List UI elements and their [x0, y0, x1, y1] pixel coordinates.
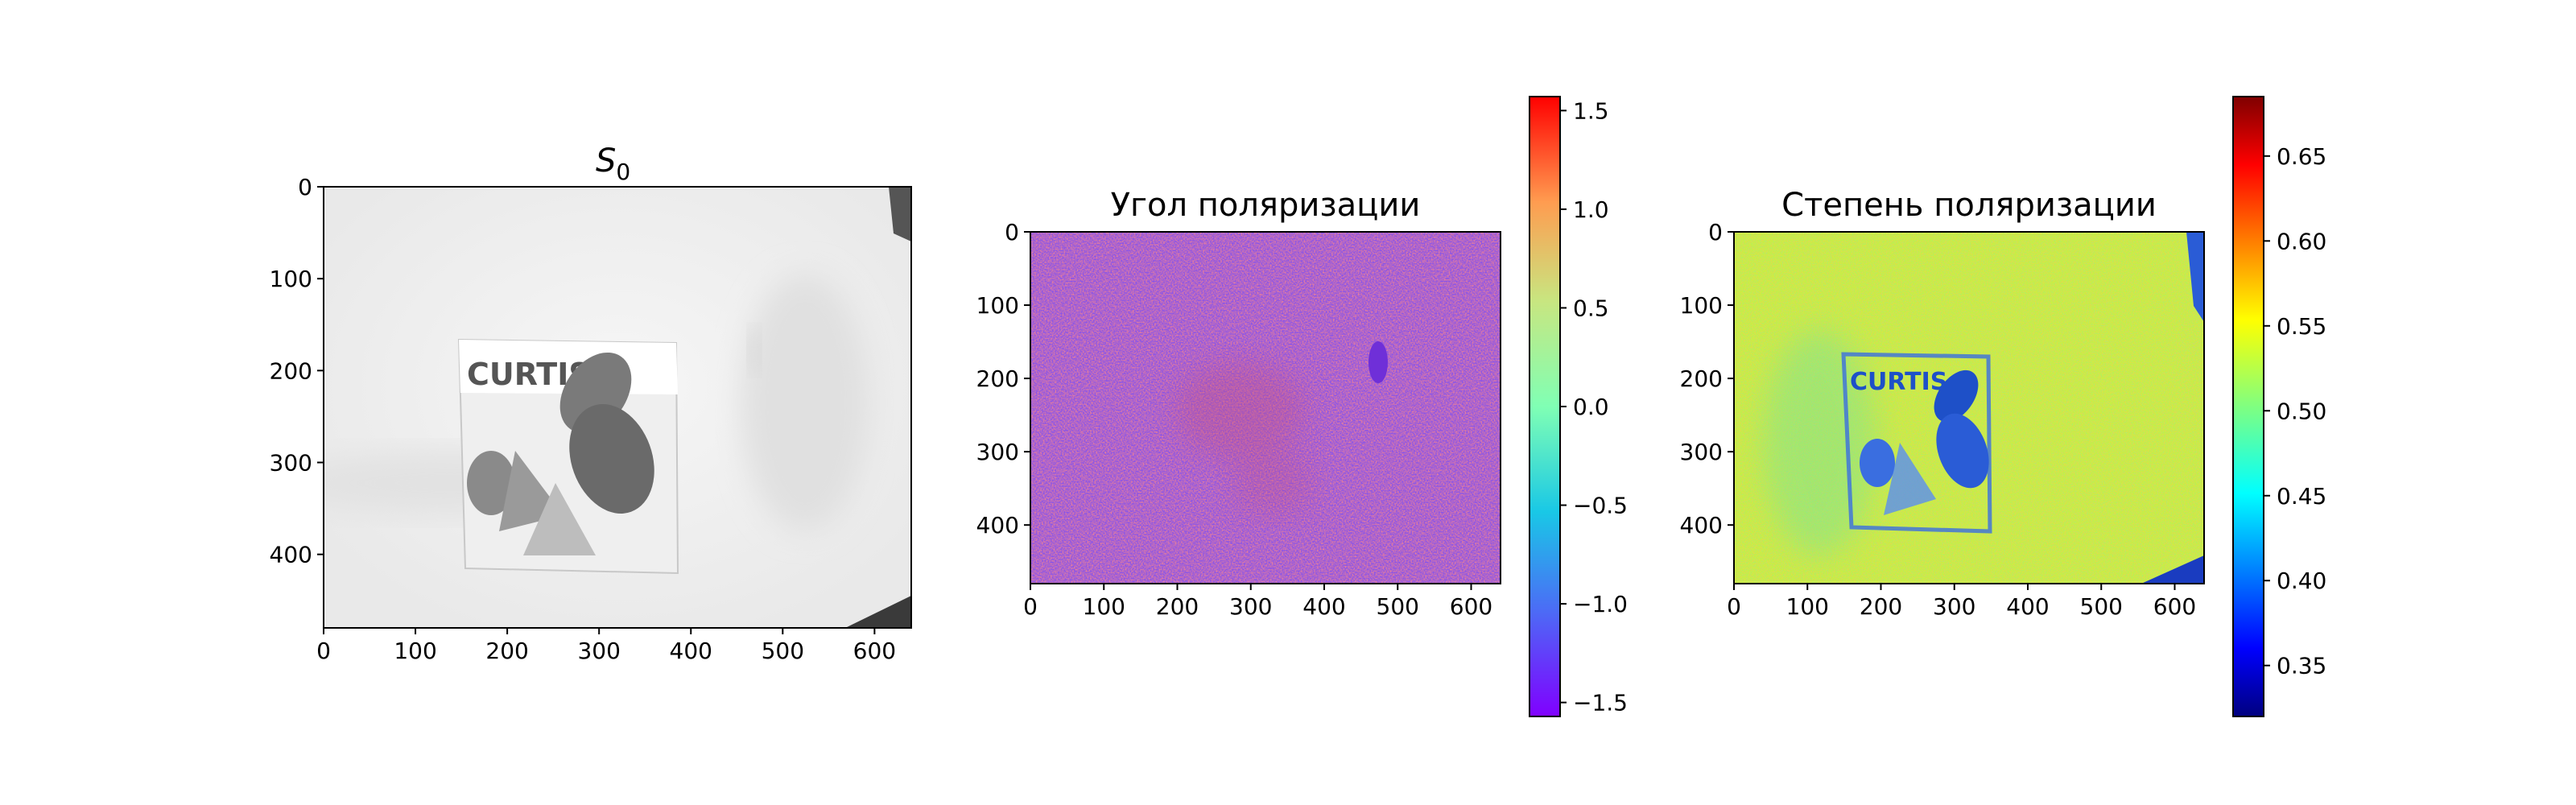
s0-x-tick-label: 300	[577, 638, 620, 664]
dop-x-tick-label: 400	[2006, 593, 2049, 620]
s0-tea-box: CURTIS	[459, 339, 678, 573]
dop-y-tick-label: 300	[1680, 439, 1723, 465]
dop-colorbar-ticks: 0.35 0.40 0.45 0.50 0.55 0.60 0.65	[2264, 143, 2326, 679]
dop-image: CURTIS	[1734, 232, 2204, 584]
s0-x-tick-label: 200	[485, 638, 528, 664]
dop-y-tick-label: 200	[1680, 365, 1723, 392]
angle-y-tick-label: 300	[976, 439, 1019, 465]
angle-image	[1030, 232, 1501, 584]
angle-colorbar-ticks: −1.5 −1.0 −0.5 0.0 0.5 1.0 1.5	[1560, 97, 1628, 716]
angle-x-tick-label: 300	[1229, 593, 1272, 620]
dop-colorbar-tick-label: 0.45	[2277, 483, 2326, 510]
angle-colorbar-tick-label: −0.5	[1573, 493, 1628, 519]
angle-colorbar-tick-label: −1.0	[1573, 591, 1628, 617]
dop-colorbar-tick-label: 0.40	[2277, 568, 2326, 594]
s0-y-tick-label: 300	[270, 450, 312, 477]
s0-image: CURTIS	[290, 187, 911, 628]
angle-colorbar-tick-label: 0.0	[1573, 394, 1609, 420]
s0-y-tick-label: 100	[270, 266, 312, 292]
s0-x-tick-label: 500	[762, 638, 804, 664]
s0-x-tick-label: 0	[316, 638, 331, 664]
dop-colorbar	[2233, 97, 2264, 716]
dop-y-tick-label: 400	[1680, 512, 1723, 539]
dop-colorbar-tick-label: 0.55	[2277, 313, 2326, 340]
angle-colorbar	[1530, 97, 1560, 716]
dop-x-tick-label: 200	[1860, 593, 1902, 620]
angle-x-tick-label: 200	[1156, 593, 1199, 620]
angle-colorbar-tick-label: −1.5	[1573, 690, 1628, 716]
s0-y-tick-label: 400	[270, 542, 312, 568]
dop-x-tick-label: 300	[1933, 593, 1975, 620]
panel-dop: CURTIS Степень поляризации 0 100 200 300 400…	[1680, 97, 2327, 716]
dop-x-tick-label: 500	[2080, 593, 2123, 620]
angle-y-tick-label: 100	[976, 292, 1019, 319]
angle-y-tick-label: 0	[1005, 219, 1019, 246]
dop-colorbar-tick-label: 0.65	[2277, 143, 2326, 170]
s0-y-tick-label: 200	[270, 357, 312, 384]
dop-colorbar-tick-label: 0.50	[2277, 398, 2326, 424]
s0-y-tick-label: 0	[298, 174, 312, 200]
angle-x-tick-label: 600	[1450, 593, 1492, 620]
s0-title: S0	[596, 142, 630, 185]
dop-title: Степень поляризации	[1781, 187, 2157, 224]
dop-y-tick-label: 0	[1708, 219, 1723, 246]
angle-y-tick-label: 200	[976, 365, 1019, 392]
dop-box-brand: CURTIS	[1850, 368, 1947, 396]
s0-x-tick-label: 600	[853, 638, 896, 664]
dop-x-tick-label: 100	[1786, 593, 1829, 620]
dop-colorbar-tick-label: 0.60	[2277, 228, 2326, 254]
angle-x-tick-label: 100	[1083, 593, 1125, 620]
panel-s0: CURTIS S0 0 100 200 300 400 500 600 0 100 200 300 4…	[270, 142, 911, 664]
angle-x-tick-label: 500	[1377, 593, 1419, 620]
dop-colorbar-tick-label: 0.35	[2277, 653, 2326, 679]
s0-x-tick-label: 400	[670, 638, 712, 664]
angle-colorbar-tick-label: 0.5	[1573, 295, 1609, 321]
angle-colorbar-tick-label: 1.5	[1573, 97, 1609, 124]
panel-angle: Угол поляризации 0 100 200 300 400 500 600 0 100…	[976, 97, 1628, 716]
angle-x-tick-label: 400	[1302, 593, 1345, 620]
angle-colorbar-tick-label: 1.0	[1573, 196, 1609, 223]
dop-x-tick-label: 600	[2153, 593, 2196, 620]
angle-y-tick-label: 400	[976, 512, 1019, 539]
angle-title: Угол поляризации	[1111, 187, 1421, 224]
dop-y-tick-label: 100	[1680, 292, 1723, 319]
s0-x-tick-label: 100	[394, 638, 436, 664]
dop-x-tick-label: 0	[1727, 593, 1741, 620]
angle-x-tick-label: 0	[1023, 593, 1038, 620]
